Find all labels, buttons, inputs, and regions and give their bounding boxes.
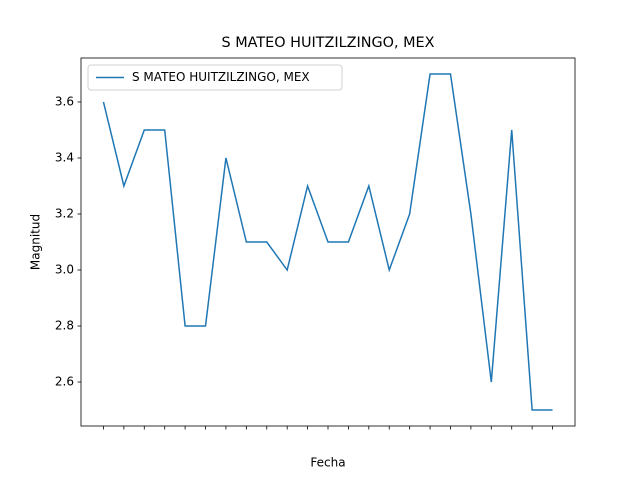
chart-title: S MATEO HUITZILZINGO, MEX — [221, 35, 434, 51]
line-series — [102, 73, 553, 411]
y-tick-label: 3.4 — [55, 150, 74, 164]
legend-label: S MATEO HUITZILZINGO, MEX — [132, 70, 310, 84]
y-tick-label: 2.8 — [55, 319, 74, 333]
y-tick-label: 3.6 — [55, 94, 74, 108]
legend-box — [87, 64, 343, 91]
x-axis-label: Fecha — [310, 456, 345, 470]
y-tick-label: 2.6 — [55, 375, 74, 389]
y-axis-label: Magnitud — [29, 214, 43, 270]
y-tick-label: 3.2 — [55, 206, 74, 220]
y-tick-label: 3.0 — [55, 263, 74, 277]
